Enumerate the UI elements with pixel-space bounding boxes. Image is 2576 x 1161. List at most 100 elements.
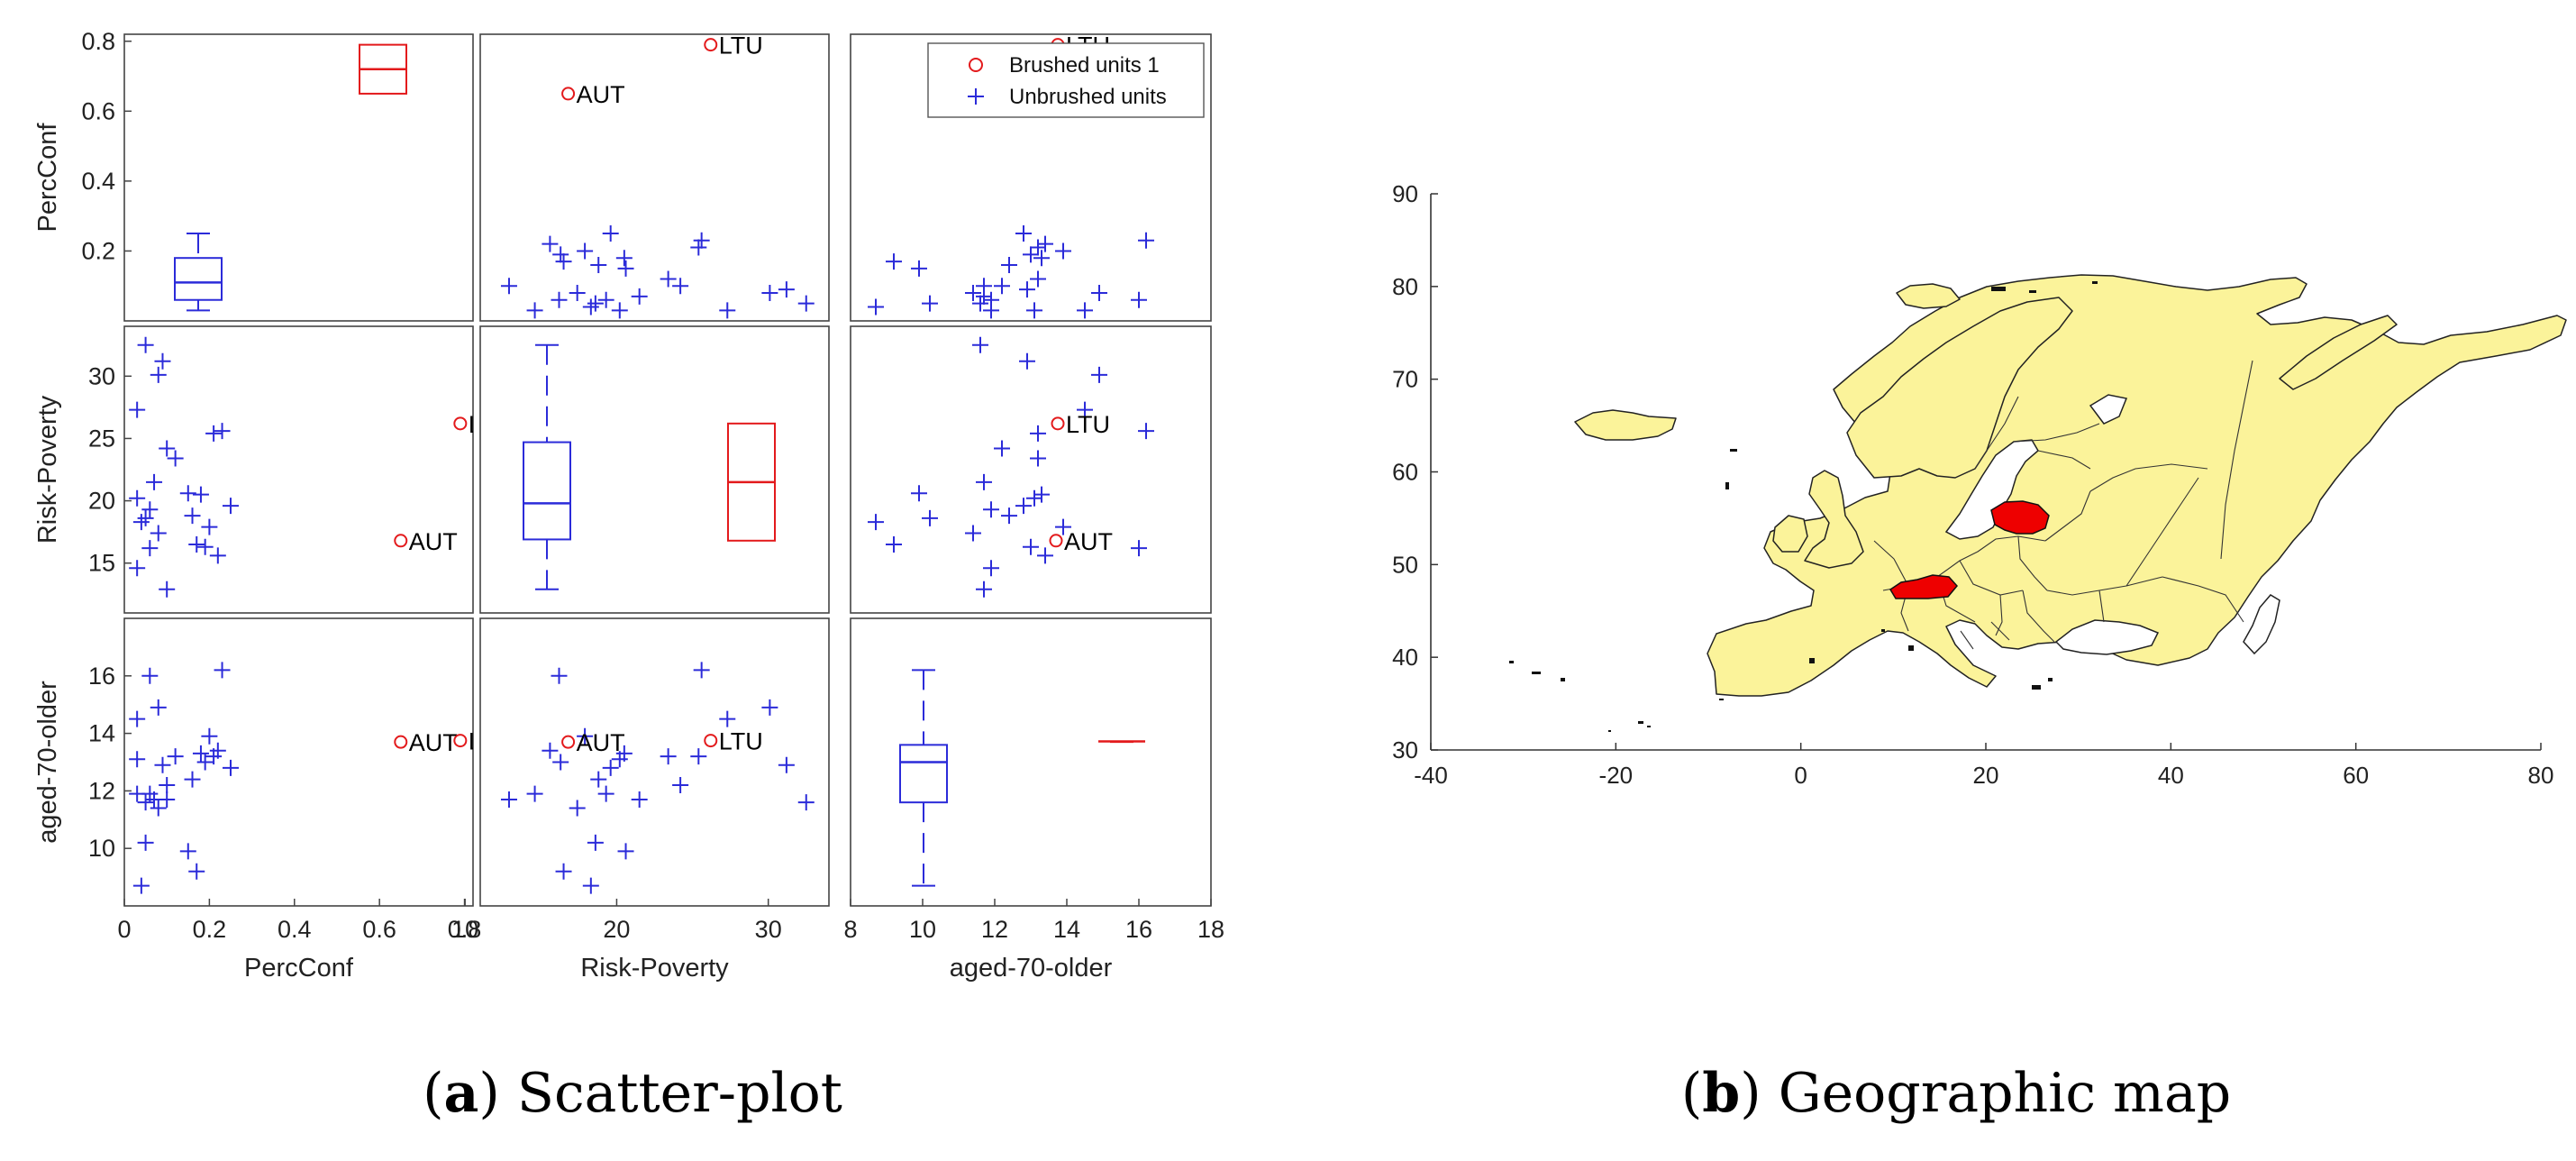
panel-frame (479, 617, 830, 907)
unbrushed-point (184, 507, 201, 525)
unbrushed-point (660, 270, 677, 288)
unbrushed-point (552, 246, 569, 263)
point-label: AUT (577, 81, 625, 108)
panel-marks: AUT LTU (500, 662, 815, 894)
unbrushed-point (137, 794, 154, 811)
point-label: LTU (719, 728, 763, 755)
unbrushed-point (1055, 518, 1071, 535)
x-axis-label: aged-70-older (950, 954, 1113, 983)
unbrushed-point (1023, 246, 1039, 263)
unbrushed-point (577, 242, 594, 260)
unbrushed-point (672, 777, 689, 794)
panel-frame (850, 325, 1212, 614)
y-tick-label: 0.4 (81, 168, 115, 195)
box-brushed (727, 422, 776, 542)
panel-PercConf-vs-Risk-Poverty: AUT LTU (479, 33, 830, 322)
unbrushed-point (690, 748, 707, 765)
panel-PercConf-vs-PercConf: 0.2 0.4 0.6 0.8 PercConf (33, 28, 474, 322)
unbrushed-point (1019, 352, 1035, 370)
island (1532, 672, 1541, 674)
map-x-tick-label: 40 (2158, 762, 2184, 789)
unbrushed-point (719, 302, 736, 319)
box-brushed (359, 43, 407, 95)
unbrushed-point (1077, 302, 1093, 319)
panel-frame (123, 617, 474, 907)
map-x-tick-label: 60 (2343, 762, 2369, 789)
x-tick-label: 8 (843, 916, 857, 943)
panel-marks: AUT LTU (868, 336, 1154, 598)
unbrushed-point (551, 291, 568, 308)
unbrushed-point (137, 336, 154, 353)
x-tick-label: 18 (1197, 916, 1224, 943)
unbrushed-point (602, 225, 619, 242)
x-axis-label: Risk-Poverty (580, 954, 729, 983)
panel-marks: AUT LTU (129, 336, 473, 598)
brushed-point (1051, 416, 1065, 431)
unbrushed-point (911, 260, 927, 277)
panel-marks (899, 669, 1145, 887)
y-tick-label: 20 (88, 488, 115, 515)
map-small-islands (1509, 281, 2098, 732)
point-label: AUT (409, 528, 458, 555)
unbrushed-point (129, 560, 146, 577)
unbrushed-point (886, 253, 902, 270)
unbrushed-point (159, 777, 176, 794)
brushed-point (394, 735, 408, 749)
x-tick-label: 10 (909, 916, 936, 943)
panel-frame (479, 33, 830, 322)
unbrushed-point (994, 440, 1010, 457)
y-tick-label: 14 (88, 720, 115, 747)
unbrushed-point (690, 239, 707, 256)
panel-frame (123, 33, 474, 322)
unbrushed-point (983, 560, 999, 577)
unbrushed-point (615, 745, 633, 762)
legend-unbrushed-marker (968, 88, 984, 105)
panel-frame (479, 325, 830, 614)
brushed-point (453, 734, 468, 748)
brushed-point (1049, 534, 1063, 548)
unbrushed-point (205, 425, 223, 442)
unbrushed-point (167, 748, 184, 765)
unbrushed-point (761, 284, 778, 301)
unbrushed-point (972, 295, 988, 312)
unbrushed-point (184, 771, 201, 788)
unbrushed-point (542, 742, 559, 759)
map-highlighted-units (1889, 500, 2050, 599)
caption-a-text: Scatter-plot (516, 1062, 842, 1125)
unbrushed-point (911, 485, 927, 502)
panel-marks (523, 343, 776, 590)
unbrushed-point (146, 473, 163, 490)
unbrushed-point (159, 791, 176, 808)
island (1725, 482, 1729, 489)
unbrushed-point (129, 751, 146, 768)
country-AUT (1889, 574, 1958, 599)
unbrushed-point (1131, 291, 1147, 308)
unbrushed-point (1077, 401, 1093, 418)
map-axes: -40 -20 0 20 40 60 80 30 40 50 60 70 80 90 (1392, 180, 2553, 789)
legend-brushed-marker (969, 58, 983, 72)
island (1647, 726, 1651, 727)
country-LTU (1990, 500, 2050, 535)
unbrushed-point (167, 450, 184, 467)
caption-scatter-plot: (a) Scatter-plot (423, 1062, 842, 1125)
unbrushed-point (886, 535, 902, 553)
map-x-tick-label: 80 (2528, 762, 2554, 789)
map-x-tick-label: 20 (1973, 762, 1999, 789)
unbrushed-point (1030, 270, 1046, 288)
unbrushed-point (192, 486, 209, 503)
brushed-point (561, 87, 576, 101)
unbrushed-point (1033, 250, 1050, 267)
unbrushed-point (555, 863, 572, 880)
panel-aged-70-older-vs-PercConf: 10 12 14 16 aged-70-older 0 0.2 0.4 0.6 0.8 PercCo… (33, 617, 481, 983)
unbrushed-point (222, 498, 239, 515)
y-tick-label: 0.6 (81, 97, 115, 124)
unbrushed-point (209, 742, 226, 759)
unbrushed-point (983, 501, 999, 518)
y-tick-label: 12 (88, 777, 115, 804)
unbrushed-point (1037, 235, 1053, 252)
unbrushed-point (154, 352, 171, 370)
unbrushed-point (542, 235, 559, 252)
unbrushed-point (976, 473, 992, 490)
map-y-tick-label: 90 (1392, 180, 1418, 207)
unbrushed-point (1033, 486, 1050, 503)
